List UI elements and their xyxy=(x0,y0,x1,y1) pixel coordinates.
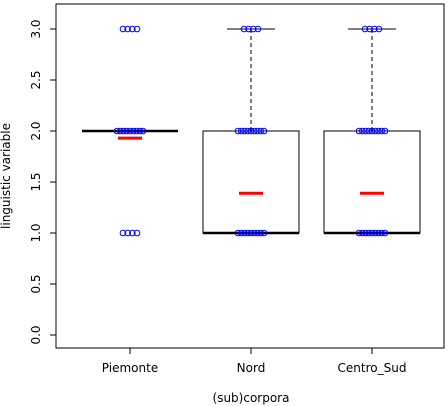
y-tick-label: 1.0 xyxy=(29,223,43,242)
data-point xyxy=(371,127,379,135)
data-point xyxy=(365,229,373,237)
data-point xyxy=(240,25,248,33)
data-point xyxy=(237,127,245,135)
data-point xyxy=(362,229,369,237)
data-point xyxy=(129,25,136,33)
data-point xyxy=(126,127,134,135)
data-point xyxy=(378,229,386,237)
data-point xyxy=(136,127,144,135)
x-axis: Piemonte Nord Centro_Sud xyxy=(102,348,407,375)
data-point xyxy=(254,229,261,237)
data-point xyxy=(358,229,366,237)
box xyxy=(202,130,300,234)
y-tick-label: 1.5 xyxy=(29,172,43,191)
data-point xyxy=(234,127,242,135)
box xyxy=(323,130,421,234)
x-tick-label: Centro_Sud xyxy=(338,361,407,375)
data-point xyxy=(119,229,127,237)
data-point xyxy=(237,229,245,237)
data-point xyxy=(368,229,376,237)
data-point xyxy=(366,25,373,33)
data-point xyxy=(123,127,131,135)
data-point xyxy=(355,229,363,237)
data-point xyxy=(133,25,141,33)
data-point xyxy=(355,127,363,135)
data-point xyxy=(133,229,141,237)
data-point xyxy=(120,127,127,135)
data-point xyxy=(260,127,268,135)
data-point xyxy=(257,229,265,237)
x-tick-label: Nord xyxy=(237,361,266,375)
data-point xyxy=(375,229,382,237)
data-point xyxy=(244,127,252,135)
data-point xyxy=(381,229,389,237)
data-point xyxy=(139,127,147,135)
data-point xyxy=(241,127,248,135)
plot-frame xyxy=(55,3,445,349)
data-point xyxy=(362,127,369,135)
y-axis: 0.0 0.5 1.0 1.5 2.0 2.5 3.0 xyxy=(29,19,56,345)
data-point xyxy=(254,127,261,135)
data-point xyxy=(247,229,255,237)
data-point xyxy=(119,25,127,33)
data-point xyxy=(129,229,136,237)
data-point xyxy=(116,127,124,135)
data-point xyxy=(129,127,137,135)
data-point xyxy=(124,25,131,33)
data-point xyxy=(254,25,262,33)
data-point xyxy=(244,229,252,237)
data-point xyxy=(358,127,366,135)
data-point xyxy=(365,127,373,135)
data-point xyxy=(257,127,265,135)
data-point xyxy=(381,127,389,135)
data-point xyxy=(260,229,268,237)
x-axis-label: (sub)corpora xyxy=(213,391,290,405)
y-tick-label: 3.0 xyxy=(29,19,43,38)
data-point xyxy=(245,25,252,33)
y-axis-label: linguistic variable xyxy=(0,123,13,229)
data-point xyxy=(241,229,248,237)
y-tick-label: 2.5 xyxy=(29,70,43,89)
data-point xyxy=(378,127,386,135)
data-point xyxy=(234,229,242,237)
data-point xyxy=(247,127,255,135)
data-point xyxy=(113,127,121,135)
y-tick-label: 0.5 xyxy=(29,274,43,293)
data-point xyxy=(368,127,376,135)
data-point xyxy=(371,25,378,33)
y-tick-label: 0.0 xyxy=(29,325,43,344)
data-point xyxy=(375,25,383,33)
y-tick-label: 2.0 xyxy=(29,121,43,140)
data-point xyxy=(371,229,379,237)
data-point xyxy=(133,127,140,135)
data-point xyxy=(124,229,131,237)
data-point xyxy=(250,25,257,33)
chart-marks xyxy=(82,25,421,237)
data-point xyxy=(375,127,382,135)
data-point xyxy=(250,229,258,237)
data-point xyxy=(250,127,258,135)
x-tick-label: Piemonte xyxy=(102,361,158,375)
data-point xyxy=(361,25,369,33)
